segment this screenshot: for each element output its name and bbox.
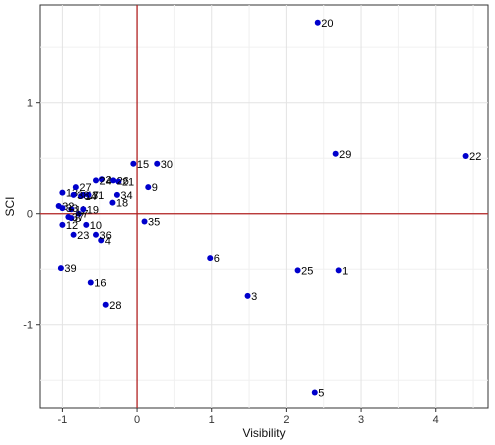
data-point-label: 18 (116, 198, 128, 210)
x-tick-label: 0 (134, 414, 140, 426)
data-point-label: 26 (117, 175, 129, 187)
data-point-label: 37 (72, 212, 84, 224)
data-point-label: 1 (342, 265, 348, 277)
data-point (80, 206, 87, 213)
data-point (311, 389, 318, 396)
data-point (98, 176, 105, 183)
reference-lines (40, 5, 488, 408)
data-point (110, 177, 117, 184)
data-point-label: 38 (77, 190, 89, 202)
data-point (130, 160, 137, 167)
data-point (109, 199, 116, 206)
data-points: 1234567891011121314151617181920212223242… (55, 18, 481, 399)
data-point (59, 205, 66, 212)
x-tick-label: 1 (209, 414, 215, 426)
data-point-label: 22 (469, 151, 481, 163)
data-point-label: 24 (100, 175, 112, 187)
data-point (113, 191, 120, 198)
data-point (93, 231, 99, 238)
data-point-label: 4 (105, 235, 111, 247)
x-tick-label: -1 (58, 414, 68, 426)
data-point (75, 210, 82, 217)
axis-ticks: -1 0 1 2 3 4-101 (23, 98, 439, 426)
data-point-label: 36 (100, 230, 112, 242)
data-point (59, 221, 66, 228)
data-point-label: 39 (64, 263, 76, 275)
data-point-label: 35 (148, 216, 160, 228)
data-point-label: 32 (62, 201, 74, 213)
data-point (83, 221, 90, 228)
x-tick-label: 2 (283, 414, 289, 426)
data-point-label: 15 (137, 159, 149, 171)
data-point (102, 301, 109, 308)
y-tick-label: 1 (27, 98, 33, 110)
y-tick-label: 0 (27, 209, 33, 221)
data-point-label: 34 (120, 190, 132, 202)
data-point (154, 160, 161, 167)
data-point (57, 265, 64, 272)
data-point-label: 19 (87, 204, 99, 216)
x-tick-label: 3 (358, 414, 364, 426)
data-point (98, 237, 105, 244)
data-point-label: 10 (90, 220, 102, 232)
data-point (59, 189, 66, 196)
x-tick-label: 4 (433, 414, 439, 426)
data-point (294, 267, 301, 274)
data-point-label: 2 (105, 174, 111, 186)
data-point (87, 279, 94, 286)
data-point (70, 231, 77, 238)
data-point-label: 7 (82, 209, 88, 221)
data-point-label: 8 (75, 213, 81, 225)
data-point-label: 6 (214, 253, 220, 265)
data-point-label: 30 (161, 159, 173, 171)
data-point (80, 191, 87, 198)
data-point (93, 177, 99, 184)
data-point-label: 16 (94, 278, 106, 290)
data-point (145, 184, 152, 191)
data-point (65, 214, 72, 221)
data-point (207, 255, 214, 262)
data-point-label: 27 (79, 182, 91, 194)
data-point (85, 191, 92, 198)
data-point-label: 5 (318, 387, 324, 399)
data-point (244, 292, 251, 299)
data-point-label: 25 (301, 265, 313, 277)
data-point (332, 150, 339, 157)
data-point-label: 23 (77, 230, 89, 242)
data-point-label: 33 (66, 203, 78, 215)
data-point-label: 12 (66, 220, 78, 232)
data-point (68, 206, 75, 213)
y-tick-label: -1 (23, 320, 33, 332)
data-point (70, 191, 77, 198)
plot-panel (39, 4, 489, 409)
data-point (115, 178, 122, 185)
data-point-label: 28 (109, 300, 121, 312)
data-point-label: 21 (122, 177, 134, 189)
data-point-label: 9 (152, 182, 158, 194)
data-point-label: 20 (321, 18, 333, 30)
data-point (314, 19, 321, 26)
data-point-label: 29 (339, 149, 351, 161)
y-axis-title: SCI (3, 196, 17, 216)
data-point-label: 3 (251, 291, 257, 303)
x-axis-title: Visibility (242, 426, 285, 440)
data-point (72, 184, 79, 191)
data-point (335, 267, 342, 274)
data-point (462, 152, 469, 159)
data-point-label: 31 (92, 190, 104, 202)
data-point (141, 218, 148, 225)
